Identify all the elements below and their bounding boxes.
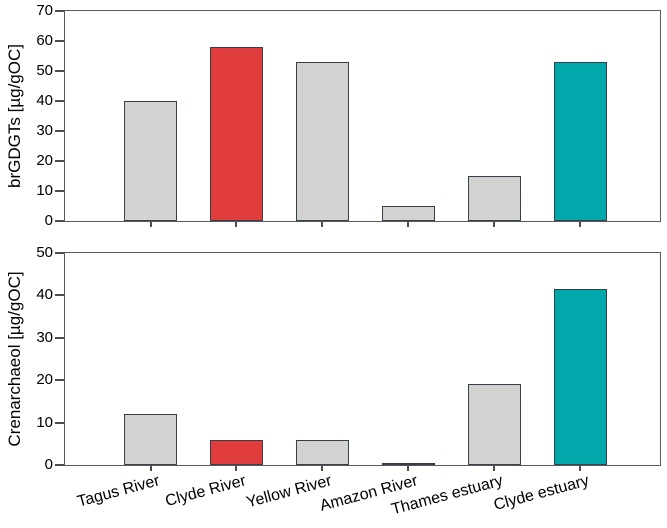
y-axis-tick-label: 20 — [36, 371, 53, 389]
y-axis-tick — [55, 100, 64, 102]
x-axis-tick — [235, 222, 238, 227]
y-axis-tick-label: 40 — [36, 286, 53, 304]
x-axis-tick — [579, 466, 581, 471]
bar-tagus-river — [124, 101, 177, 221]
y-axis-tick — [55, 252, 64, 254]
y-axis-tick — [55, 294, 64, 297]
bar-clyde-river — [209, 439, 263, 465]
y-axis-tick — [55, 421, 64, 424]
y-axis-tick-label: 30 — [36, 122, 53, 139]
x-axis-tick — [493, 466, 496, 471]
y-axis-tick — [55, 70, 64, 72]
x-axis-tick — [149, 222, 152, 227]
y-axis-tick-label: 70 — [36, 2, 53, 19]
crenarchaeol-chart-plot-area: 0 10 20 30 40 50 Tagus River Clyde River Yellow … — [36, 244, 661, 518]
x-axis-tick — [493, 222, 496, 227]
y-axis-tick — [55, 220, 64, 222]
bar-clyde-river — [209, 47, 263, 221]
x-axis-tick — [149, 466, 152, 471]
y-axis-tick — [55, 336, 64, 339]
x-axis-tick — [321, 222, 324, 227]
x-axis-tick — [579, 222, 581, 227]
x-axis-tick — [407, 466, 410, 471]
bar-amazon-river — [381, 463, 435, 465]
bar-yellow-river — [295, 439, 349, 465]
y-axis-tick — [55, 10, 64, 12]
y-axis-tick-label: 10 — [36, 182, 53, 199]
y-axis-tick — [55, 160, 64, 162]
y-axis-tick — [55, 130, 64, 132]
y-axis-tick-label: 60 — [36, 32, 53, 49]
bar-amazon-river — [381, 206, 435, 221]
x-category-label-clyde-river: Clyde River — [163, 472, 248, 511]
bar-tagus-river — [124, 414, 177, 465]
y-axis-tick-label: 0 — [44, 212, 53, 229]
bar-clyde-estuary — [553, 62, 607, 221]
y-axis-tick — [55, 40, 64, 42]
y-axis-tick-label: 20 — [36, 152, 53, 169]
x-category-label-clyde-estuary: Clyde estuary — [492, 472, 592, 515]
bar-clyde-estuary — [553, 289, 607, 465]
x-axis-tick — [235, 466, 238, 471]
brgdgts-chart-plot-area: 0 10 20 30 40 50 60 70 — [36, 2, 661, 229]
y-axis-tick-label: 10 — [36, 413, 53, 431]
y-axis-tick-label: 40 — [36, 92, 53, 109]
y-axis-tick-label: 30 — [36, 328, 53, 346]
y-axis-tick-label: 50 — [36, 62, 53, 79]
y-axis-tick-label: 50 — [36, 244, 53, 261]
y-axis-tick — [55, 464, 64, 466]
bar-thames-estuary — [467, 176, 521, 221]
y-axis-tick — [55, 379, 64, 382]
bar-yellow-river — [295, 62, 349, 221]
y-axis-tick-label: 0 — [44, 456, 53, 473]
x-axis-tick — [407, 222, 410, 227]
x-axis-tick — [321, 466, 324, 471]
y-axis-tick — [55, 190, 64, 192]
x-category-label-tagus-river: Tagus River — [75, 472, 162, 511]
bar-thames-estuary — [467, 384, 521, 465]
